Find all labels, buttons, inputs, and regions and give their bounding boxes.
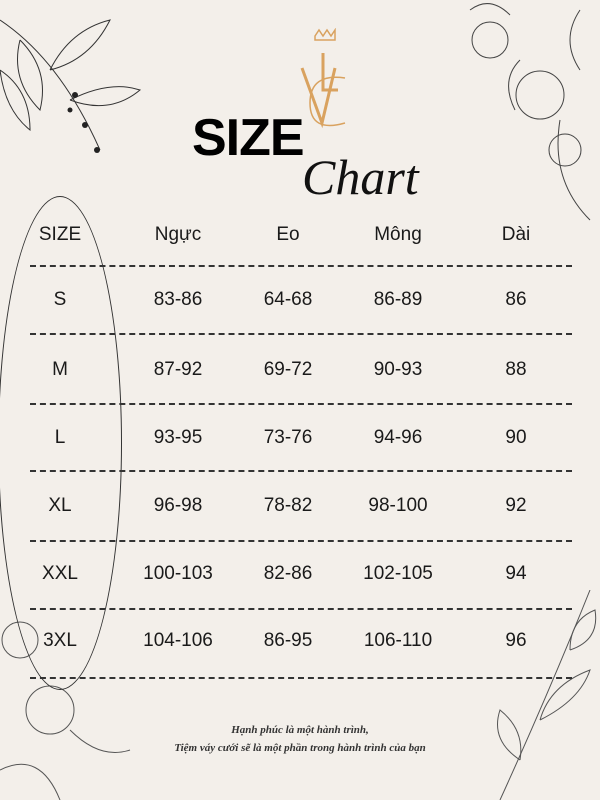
cell-hip: 90-93	[373, 359, 423, 380]
header-chest: Ngực	[154, 224, 202, 245]
cell-chest: 93-95	[153, 427, 203, 448]
footer-line-2: Tiệm váy cưới sẽ là một phần trong hành …	[174, 742, 426, 754]
floral-decoration-top-right	[469, 3, 591, 221]
header-length: Dài	[501, 224, 531, 245]
cell-size: L	[54, 427, 66, 448]
cell-size: XXL	[42, 563, 78, 584]
cell-size: XL	[48, 495, 72, 516]
cell-size: 3XL	[43, 630, 77, 651]
cell-waist: 78-82	[263, 495, 313, 516]
cell-chest: 100-103	[143, 563, 213, 584]
cell-size: M	[52, 359, 68, 380]
size-column-oval	[0, 196, 122, 690]
header-waist: Eo	[276, 224, 300, 245]
cell-hip: 106-110	[363, 630, 433, 651]
cell-length: 88	[505, 359, 527, 380]
cell-length: 86	[505, 289, 527, 310]
cell-hip: 86-89	[373, 289, 423, 310]
cell-waist: 73-76	[263, 427, 313, 448]
row-divider	[30, 265, 572, 267]
cell-chest: 96-98	[153, 495, 203, 516]
row-divider	[30, 677, 572, 679]
floral-decoration-top-left	[0, 19, 142, 153]
cell-chest: 83-86	[153, 289, 203, 310]
title-size: SIZE	[192, 109, 305, 167]
row-divider	[30, 540, 572, 542]
cell-hip: 98-100	[368, 495, 428, 516]
row-divider	[30, 608, 572, 610]
cell-length: 96	[505, 630, 527, 651]
cell-chest: 104-106	[143, 630, 213, 651]
brand-logo	[300, 28, 346, 129]
floral-decoration-bottom-right	[497, 590, 597, 800]
header-size: SIZE	[38, 224, 82, 245]
row-divider	[30, 470, 572, 472]
title-chart: Chart	[302, 149, 419, 205]
cell-waist: 86-95	[263, 630, 313, 651]
cell-length: 92	[505, 495, 527, 516]
cell-chest: 87-92	[153, 359, 203, 380]
cell-waist: 82-86	[263, 563, 313, 584]
cell-hip: 94-96	[373, 427, 423, 448]
cell-waist: 64-68	[263, 289, 313, 310]
cell-size: S	[53, 289, 67, 310]
footer-line-1: Hạnh phúc là một hành trình,	[231, 724, 369, 736]
cell-length: 94	[505, 563, 527, 584]
header-hip: Mông	[374, 224, 422, 245]
cell-waist: 69-72	[263, 359, 313, 380]
row-divider	[30, 333, 572, 335]
row-divider	[30, 403, 572, 405]
cell-length: 90	[505, 427, 527, 448]
cell-hip: 102-105	[363, 563, 433, 584]
